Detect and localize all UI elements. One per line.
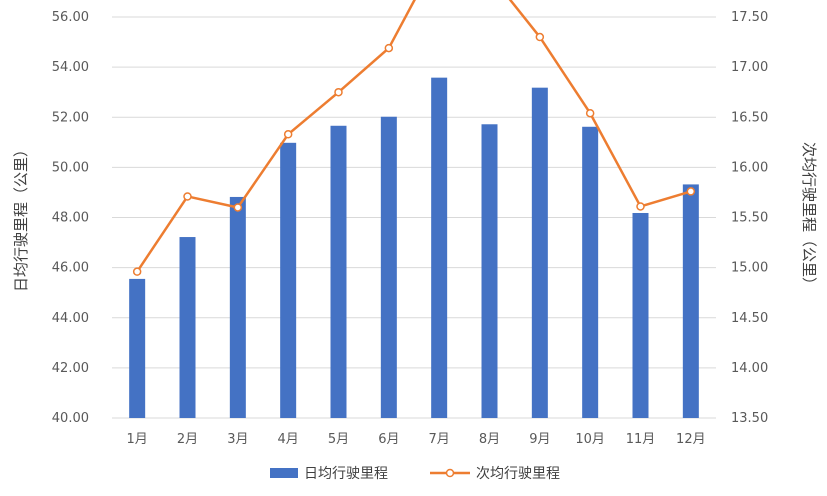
bar [481,124,498,418]
bar [632,212,649,418]
line-point [233,203,243,212]
line-point [283,130,293,139]
x-tick-label: 10月 [575,432,605,447]
legend-label-bar: 日均行驶里程 [304,466,388,482]
x-tick-label: 3月 [227,432,248,447]
legend-swatch-marker [445,468,455,478]
x-tick-label: 8月 [479,432,500,447]
x-tick-label: 6月 [378,432,399,447]
left-tick-label: 40.00 [52,411,89,426]
right-tick-label: 16.00 [731,160,768,175]
line-series [132,0,696,276]
x-tick-label: 12月 [676,432,706,447]
right-tick-label: 17.50 [731,10,768,25]
left-tick-label: 46.00 [52,261,89,276]
right-axis-ticks: 13.50 14.00 14.50 15.00 15.50 16.00 16.50 17.00… [731,10,768,426]
x-tick-label: 2月 [177,432,198,447]
line-point [132,267,142,276]
x-tick-label: 11月 [626,432,656,447]
right-tick-label: 16.50 [731,110,768,125]
legend: 日均行驶里程 次均行驶里程 [270,466,560,482]
bar [682,184,699,418]
series-line [136,0,692,273]
bar [330,125,347,419]
legend-label-line: 次均行驶里程 [476,466,560,482]
left-tick-label: 56.00 [52,10,89,25]
x-tick-label: 7月 [429,432,450,447]
left-tick-label: 44.00 [52,311,89,326]
left-axis-ticks: 40.00 42.00 44.00 46.00 48.00 50.00 52.00 54.00… [52,10,89,426]
x-tick-label: 1月 [127,432,148,447]
right-axis-title: 次均行驶里程（公里） [800,142,818,292]
line-point [686,187,696,196]
line-point [334,87,343,97]
x-tick-label: 9月 [529,432,550,447]
line-point [535,32,545,42]
legend-swatch-bar [270,468,298,478]
right-tick-label: 17.00 [731,60,768,75]
line-point [384,43,394,53]
bar [431,77,448,419]
gridlines [112,16,716,419]
left-tick-label: 42.00 [52,361,89,376]
left-tick-label: 54.00 [52,60,89,75]
bar [229,196,246,418]
left-tick-label: 48.00 [52,211,89,226]
bar [129,278,146,418]
line-point [585,108,595,118]
left-tick-label: 52.00 [52,110,89,125]
right-tick-label: 14.50 [731,311,768,326]
right-tick-label: 15.50 [731,211,768,226]
left-axis-title: 日均行驶里程（公里） [12,142,30,292]
left-tick-label: 50.00 [52,160,89,175]
bar [280,142,297,418]
x-tick-label: 4月 [278,432,299,447]
bar [380,116,397,418]
bar [179,237,196,418]
bar [582,126,599,419]
x-tick-label: 5月 [328,432,349,447]
line-point [183,192,192,201]
x-axis-ticks: 1月 2月 3月 4月 5月 6月 7月 8月 9月 10月 11月 12月 [127,432,706,447]
right-tick-label: 13.50 [731,411,768,426]
right-tick-label: 14.00 [731,361,768,376]
line-point [636,202,645,211]
right-tick-label: 15.00 [731,261,768,276]
bar-series [129,77,699,419]
bar [531,87,548,419]
